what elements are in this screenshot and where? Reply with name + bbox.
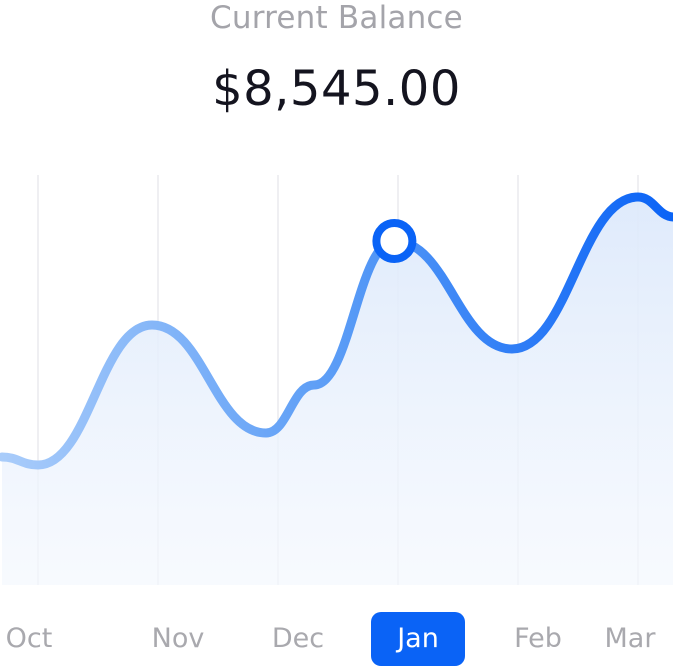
balance-amount: $8,545.00 [212,61,461,117]
month-tab-oct[interactable]: Oct [5,623,53,654]
month-tab-dec[interactable]: Dec [271,623,325,654]
month-tab-jan[interactable]: Jan [371,612,465,666]
month-tab-feb[interactable]: Feb [514,623,562,654]
month-tab-nov[interactable]: Nov [151,623,205,654]
month-tab-mar[interactable]: Mar [604,623,656,654]
balance-area-fill [2,197,673,585]
selected-point-marker[interactable] [372,219,417,263]
balance-line [0,192,673,470]
balance-title: Current Balance [210,0,463,36]
